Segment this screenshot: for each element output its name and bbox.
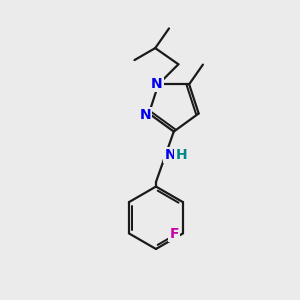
- Text: H: H: [176, 148, 187, 162]
- Text: N: N: [151, 77, 163, 91]
- Text: N: N: [140, 108, 151, 122]
- Text: N: N: [164, 148, 176, 162]
- Text: F: F: [169, 227, 179, 241]
